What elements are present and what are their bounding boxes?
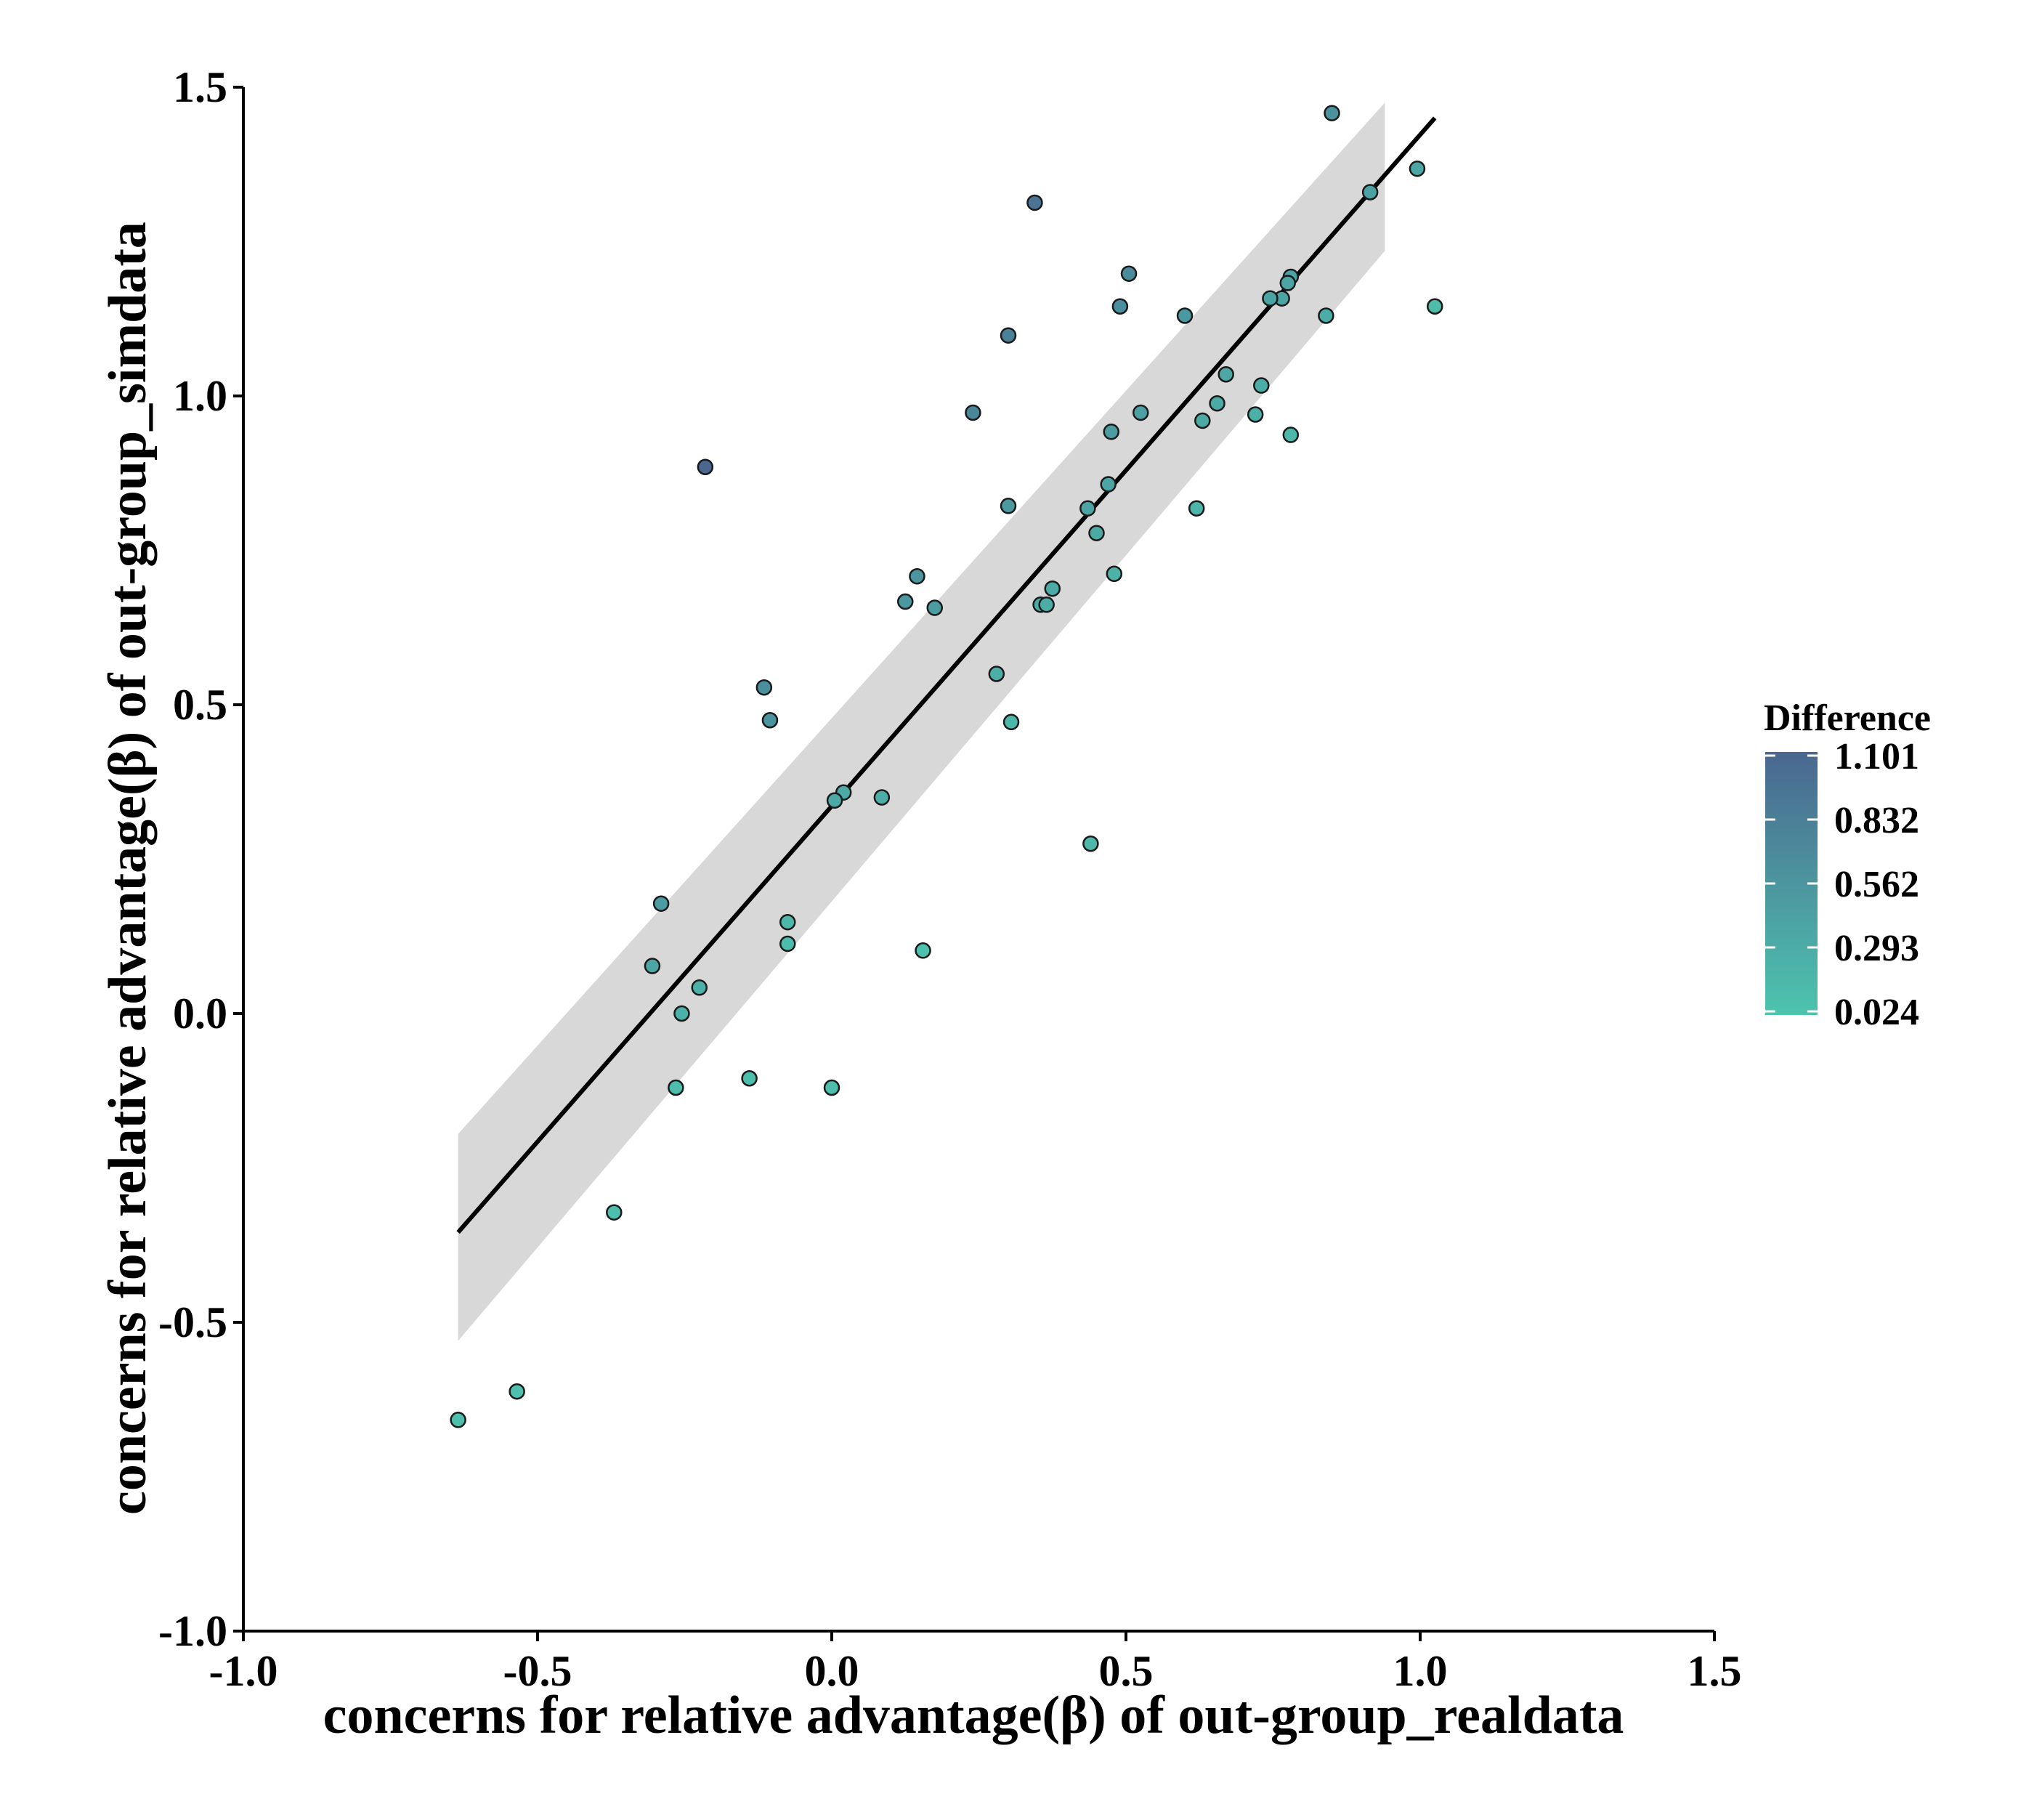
data-point bbox=[1026, 194, 1043, 211]
data-point bbox=[1217, 366, 1234, 383]
y-tick-label: 0.5 bbox=[173, 681, 227, 729]
legend-ticks: 1.101 0.832 0.562 0.293 0.024 bbox=[1765, 736, 1919, 1033]
data-point bbox=[1409, 160, 1426, 177]
y-axis-title: concerns for relative advantage(β) of ou… bbox=[98, 222, 158, 1515]
data-point bbox=[1427, 298, 1443, 315]
data-point bbox=[823, 1079, 840, 1096]
y-tick-label: 1.5 bbox=[173, 63, 227, 111]
data-point bbox=[1103, 424, 1119, 440]
data-point bbox=[1282, 426, 1300, 443]
confidence-band bbox=[458, 102, 1385, 1341]
data-point bbox=[1188, 500, 1205, 517]
data-point bbox=[1247, 406, 1264, 423]
y-tick-label: 0.0 bbox=[173, 990, 227, 1038]
legend-label: 0.832 bbox=[1834, 800, 1919, 841]
data-point bbox=[826, 792, 843, 809]
x-tick-label: -0.5 bbox=[503, 1647, 572, 1695]
data-point bbox=[697, 458, 714, 475]
points-layer bbox=[450, 105, 1443, 1428]
data-point bbox=[606, 1204, 623, 1221]
data-point bbox=[1262, 290, 1279, 307]
data-point bbox=[1318, 307, 1334, 324]
data-point bbox=[1209, 395, 1225, 412]
data-point bbox=[761, 712, 779, 729]
x-tick-label: 1.0 bbox=[1393, 1647, 1448, 1695]
x-axis-title: concerns for relative advantage(β) of ou… bbox=[323, 1686, 1624, 1745]
data-point bbox=[779, 913, 796, 931]
data-point bbox=[1111, 298, 1129, 315]
legend-label: 1.101 bbox=[1834, 736, 1919, 777]
legend-label: 0.293 bbox=[1834, 928, 1919, 969]
data-point bbox=[668, 1079, 684, 1096]
legend-title: Difference bbox=[1764, 697, 1931, 739]
data-point bbox=[779, 935, 796, 953]
y-tick-label: -1.0 bbox=[158, 1607, 227, 1655]
data-point bbox=[755, 679, 773, 696]
x-tick-label: -1.0 bbox=[209, 1647, 278, 1695]
data-point bbox=[652, 895, 670, 912]
data-point bbox=[1253, 377, 1270, 394]
data-point bbox=[1361, 184, 1379, 201]
data-point bbox=[1000, 498, 1017, 514]
data-point bbox=[1079, 500, 1096, 517]
data-point bbox=[741, 1070, 758, 1087]
x-tick-label: 1.5 bbox=[1687, 1647, 1742, 1695]
data-point bbox=[965, 404, 981, 421]
data-point bbox=[691, 979, 708, 996]
data-point bbox=[644, 958, 661, 974]
data-point bbox=[1194, 412, 1211, 429]
data-point bbox=[897, 593, 914, 610]
data-point bbox=[450, 1412, 466, 1428]
y-tick-label: -0.5 bbox=[158, 1298, 227, 1346]
data-point bbox=[673, 1005, 690, 1022]
data-point bbox=[1088, 525, 1105, 541]
data-point bbox=[1176, 307, 1194, 324]
data-point bbox=[1100, 476, 1117, 493]
data-point bbox=[1279, 275, 1296, 291]
data-point bbox=[1000, 327, 1017, 344]
data-point bbox=[1106, 565, 1123, 583]
data-point bbox=[926, 599, 943, 616]
x-tick-label: 0.0 bbox=[805, 1647, 859, 1695]
y-tick-label: 1.0 bbox=[173, 372, 227, 420]
data-point bbox=[988, 666, 1005, 682]
data-point bbox=[1038, 596, 1055, 613]
x-tick-label: 0.5 bbox=[1099, 1647, 1154, 1695]
data-point bbox=[1002, 713, 1020, 731]
confidence-band-layer bbox=[458, 102, 1385, 1341]
data-point bbox=[909, 567, 925, 585]
data-point bbox=[873, 789, 891, 806]
axes-layer: -1.0 -0.5 0.0 0.5 1.0 1.5 -1.0 -0.5 0.0 0.5 1.0 1.5 bbox=[158, 63, 1741, 1695]
data-point bbox=[915, 942, 931, 959]
legend-label: 0.562 bbox=[1834, 864, 1919, 905]
data-point bbox=[1324, 105, 1340, 121]
data-point bbox=[1044, 580, 1061, 597]
data-point bbox=[1120, 265, 1138, 282]
legend-label: 0.024 bbox=[1834, 992, 1919, 1033]
data-point bbox=[508, 1383, 525, 1400]
data-point bbox=[1082, 836, 1099, 852]
color-legend: Difference 1.101 0.832 0.562 0.293 0.024 bbox=[1764, 697, 1931, 1033]
data-point bbox=[1133, 404, 1149, 421]
